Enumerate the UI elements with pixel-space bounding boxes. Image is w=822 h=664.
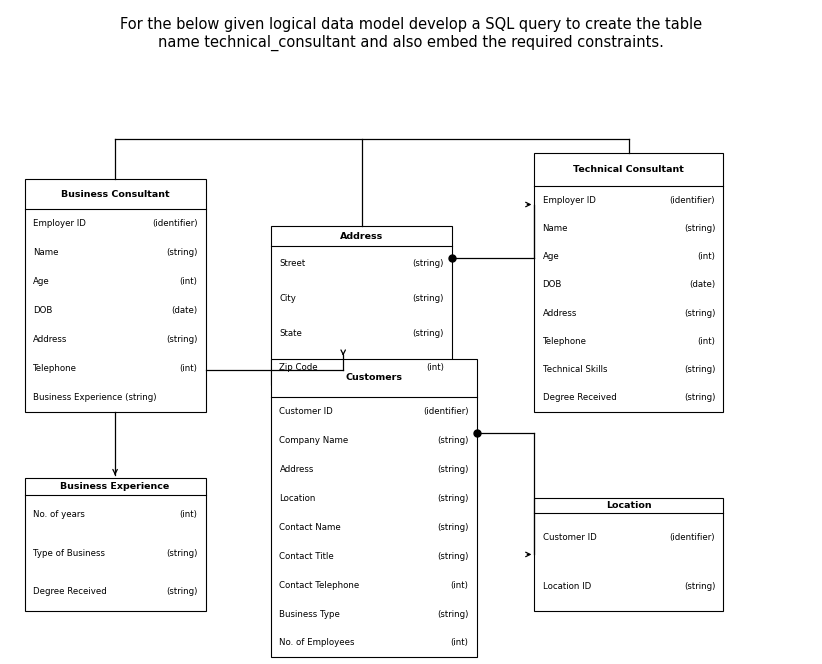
Text: Employer ID: Employer ID	[33, 219, 85, 228]
Text: (identifier): (identifier)	[670, 196, 715, 205]
Text: Name: Name	[543, 224, 568, 233]
Text: (string): (string)	[437, 494, 469, 503]
Text: (int): (int)	[697, 252, 715, 262]
Text: No. of Employees: No. of Employees	[279, 638, 355, 647]
Text: (string): (string)	[413, 329, 444, 337]
Text: Street: Street	[279, 260, 306, 268]
Text: (string): (string)	[684, 309, 715, 317]
Text: Employer ID: Employer ID	[543, 196, 595, 205]
Text: Type of Business: Type of Business	[33, 548, 105, 558]
Text: Customer ID: Customer ID	[279, 407, 333, 416]
Text: (date): (date)	[689, 280, 715, 290]
Text: Address: Address	[543, 309, 577, 317]
Text: Contact Title: Contact Title	[279, 552, 335, 561]
Text: (string): (string)	[166, 587, 197, 596]
Text: Address: Address	[33, 335, 67, 344]
Bar	[534, 153, 723, 412]
Text: (string): (string)	[413, 260, 444, 268]
Text: (int): (int)	[697, 337, 715, 346]
Text: DOB: DOB	[543, 280, 562, 290]
Bar	[271, 226, 452, 385]
Text: Zip Code: Zip Code	[279, 363, 318, 373]
Text: name technical_consultant and also embed the required constraints.: name technical_consultant and also embed…	[158, 35, 664, 50]
Bar	[271, 359, 477, 657]
Text: Business Type: Business Type	[279, 610, 340, 619]
Text: (int): (int)	[179, 510, 197, 519]
Text: State: State	[279, 329, 302, 337]
Text: (string): (string)	[684, 393, 715, 402]
Text: Telephone: Telephone	[543, 337, 587, 346]
Text: (string): (string)	[684, 582, 715, 591]
Text: (identifier): (identifier)	[152, 219, 197, 228]
Text: Address: Address	[340, 232, 383, 240]
Text: (int): (int)	[179, 277, 197, 286]
Text: Location ID: Location ID	[543, 582, 591, 591]
Text: (string): (string)	[437, 552, 469, 561]
Text: Name: Name	[33, 248, 58, 258]
Text: Address: Address	[279, 465, 314, 474]
Text: (string): (string)	[166, 548, 197, 558]
Text: Customer ID: Customer ID	[543, 533, 596, 542]
Text: Contact Telephone: Contact Telephone	[279, 580, 360, 590]
Text: Location: Location	[279, 494, 316, 503]
Text: Contact Name: Contact Name	[279, 523, 341, 532]
Text: Location: Location	[606, 501, 652, 510]
Text: Age: Age	[33, 277, 49, 286]
Text: Technical Consultant: Technical Consultant	[574, 165, 684, 174]
Text: (string): (string)	[413, 294, 444, 303]
Text: Company Name: Company Name	[279, 436, 349, 446]
Text: (string): (string)	[684, 224, 715, 233]
Text: (string): (string)	[437, 523, 469, 532]
Text: Business Experience: Business Experience	[61, 482, 169, 491]
Text: Business Consultant: Business Consultant	[61, 190, 169, 199]
Bar	[25, 478, 206, 611]
Text: Telephone: Telephone	[33, 364, 77, 373]
Text: (string): (string)	[437, 465, 469, 474]
Text: Customers: Customers	[345, 373, 403, 382]
Text: (int): (int)	[179, 364, 197, 373]
Text: (int): (int)	[450, 580, 469, 590]
Text: (string): (string)	[684, 365, 715, 374]
Text: No. of years: No. of years	[33, 510, 85, 519]
Text: For the below given logical data model develop a SQL query to create the table: For the below given logical data model d…	[120, 17, 702, 32]
Text: City: City	[279, 294, 297, 303]
Text: Technical Skills: Technical Skills	[543, 365, 607, 374]
Text: (int): (int)	[450, 638, 469, 647]
Text: (string): (string)	[437, 610, 469, 619]
Text: (string): (string)	[166, 335, 197, 344]
Text: (identifier): (identifier)	[423, 407, 469, 416]
Bar	[25, 179, 206, 412]
Text: DOB: DOB	[33, 306, 53, 315]
Text: (string): (string)	[437, 436, 469, 446]
Text: Age: Age	[543, 252, 559, 262]
Text: (identifier): (identifier)	[670, 533, 715, 542]
Text: Degree Received: Degree Received	[33, 587, 107, 596]
Text: (date): (date)	[171, 306, 197, 315]
Text: (int): (int)	[426, 363, 444, 373]
Text: Degree Received: Degree Received	[543, 393, 616, 402]
Text: (string): (string)	[166, 248, 197, 258]
Bar	[534, 498, 723, 611]
Text: Business Experience (string): Business Experience (string)	[33, 392, 156, 402]
